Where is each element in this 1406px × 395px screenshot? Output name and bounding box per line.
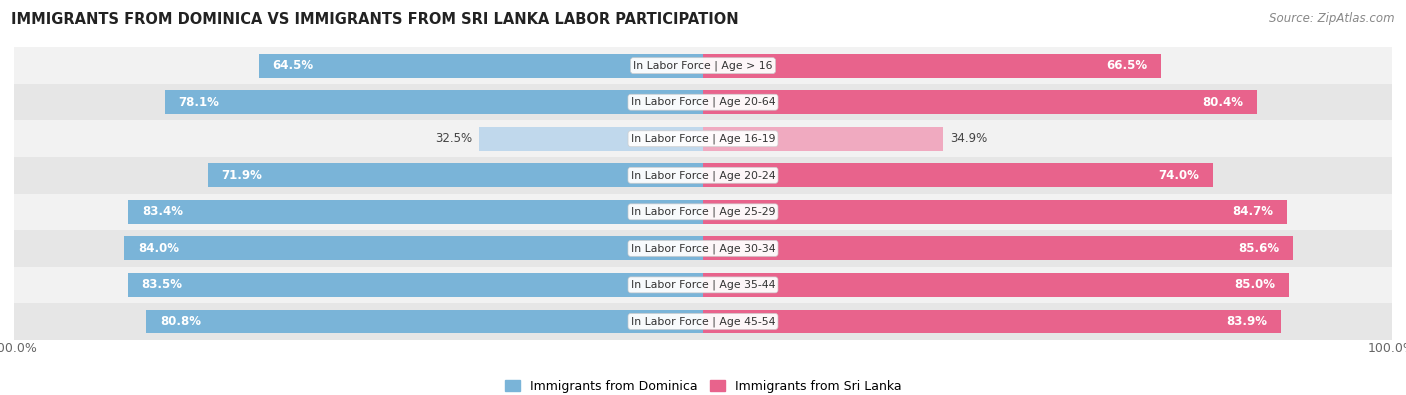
Bar: [14, 230, 1392, 267]
Text: In Labor Force | Age > 16: In Labor Force | Age > 16: [633, 60, 773, 71]
Text: In Labor Force | Age 20-24: In Labor Force | Age 20-24: [631, 170, 775, 181]
Text: IMMIGRANTS FROM DOMINICA VS IMMIGRANTS FROM SRI LANKA LABOR PARTICIPATION: IMMIGRANTS FROM DOMINICA VS IMMIGRANTS F…: [11, 12, 740, 27]
Bar: [703, 164, 1213, 187]
Bar: [703, 54, 1161, 77]
Bar: [259, 54, 703, 77]
Bar: [128, 273, 703, 297]
Text: 80.8%: 80.8%: [160, 315, 201, 328]
Text: 83.4%: 83.4%: [142, 205, 183, 218]
Bar: [703, 273, 1289, 297]
Text: 83.5%: 83.5%: [142, 278, 183, 292]
Text: Source: ZipAtlas.com: Source: ZipAtlas.com: [1270, 12, 1395, 25]
Bar: [703, 127, 943, 150]
Text: In Labor Force | Age 45-54: In Labor Force | Age 45-54: [631, 316, 775, 327]
Text: In Labor Force | Age 25-29: In Labor Force | Age 25-29: [631, 207, 775, 217]
Text: In Labor Force | Age 30-34: In Labor Force | Age 30-34: [631, 243, 775, 254]
Bar: [703, 310, 1281, 333]
Bar: [479, 127, 703, 150]
Bar: [208, 164, 703, 187]
Text: 80.4%: 80.4%: [1202, 96, 1243, 109]
Text: 85.0%: 85.0%: [1234, 278, 1275, 292]
Text: 83.9%: 83.9%: [1226, 315, 1267, 328]
Text: 71.9%: 71.9%: [221, 169, 263, 182]
Bar: [128, 200, 703, 224]
Text: 34.9%: 34.9%: [950, 132, 987, 145]
Bar: [14, 120, 1392, 157]
Text: 84.0%: 84.0%: [138, 242, 179, 255]
Bar: [146, 310, 703, 333]
Legend: Immigrants from Dominica, Immigrants from Sri Lanka: Immigrants from Dominica, Immigrants fro…: [499, 375, 907, 395]
Bar: [14, 157, 1392, 194]
Bar: [703, 237, 1292, 260]
Text: 32.5%: 32.5%: [434, 132, 472, 145]
Bar: [14, 303, 1392, 340]
Text: In Labor Force | Age 20-64: In Labor Force | Age 20-64: [631, 97, 775, 107]
Bar: [14, 194, 1392, 230]
Text: 74.0%: 74.0%: [1159, 169, 1199, 182]
Text: 78.1%: 78.1%: [179, 96, 219, 109]
Text: 64.5%: 64.5%: [273, 59, 314, 72]
Bar: [14, 267, 1392, 303]
Bar: [14, 84, 1392, 120]
Text: 85.6%: 85.6%: [1237, 242, 1279, 255]
Bar: [124, 237, 703, 260]
Text: In Labor Force | Age 35-44: In Labor Force | Age 35-44: [631, 280, 775, 290]
Text: In Labor Force | Age 16-19: In Labor Force | Age 16-19: [631, 134, 775, 144]
Text: 66.5%: 66.5%: [1107, 59, 1147, 72]
Bar: [703, 200, 1286, 224]
Bar: [165, 90, 703, 114]
Bar: [14, 47, 1392, 84]
Text: 84.7%: 84.7%: [1232, 205, 1272, 218]
Bar: [703, 90, 1257, 114]
